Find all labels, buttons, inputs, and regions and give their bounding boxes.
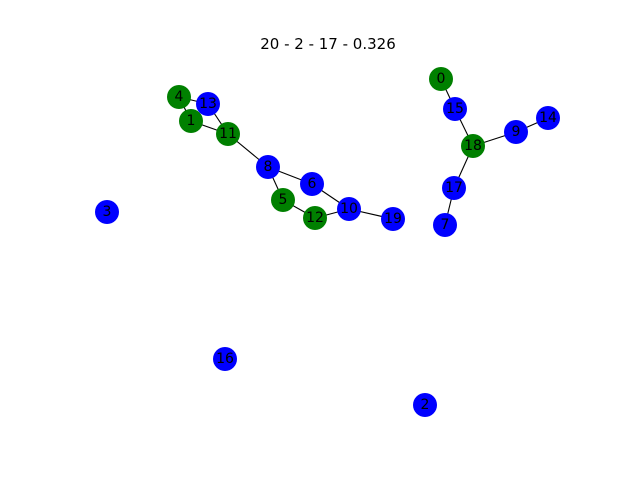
node-label-10: 10 (340, 201, 358, 217)
node-circle-19 (381, 207, 405, 231)
node-circle-0 (429, 67, 453, 91)
node-circle-14 (536, 106, 560, 130)
node-circle-9 (504, 120, 528, 144)
graph-title: 20 - 2 - 17 - 0.326 (260, 35, 396, 53)
node-circle-15 (443, 97, 467, 121)
node-label-0: 0 (437, 71, 446, 87)
node-circle-3 (95, 200, 119, 224)
node-6: 6 (300, 172, 324, 196)
node-circle-4 (167, 85, 191, 109)
node-13: 13 (196, 92, 220, 116)
node-5: 5 (271, 188, 295, 212)
node-circle-5 (271, 188, 295, 212)
node-3: 3 (95, 200, 119, 224)
node-label-9: 9 (512, 124, 521, 140)
node-0: 0 (429, 67, 453, 91)
node-1: 1 (179, 109, 203, 133)
node-11: 11 (216, 122, 240, 146)
node-label-4: 4 (175, 89, 184, 105)
node-label-5: 5 (279, 192, 288, 208)
node-label-16: 16 (216, 351, 234, 367)
node-15: 15 (443, 97, 467, 121)
node-16: 16 (213, 347, 237, 371)
node-label-1: 1 (187, 113, 196, 129)
edges-layer (178, 78, 549, 226)
node-7: 7 (433, 213, 457, 237)
node-circle-8 (256, 155, 280, 179)
node-label-3: 3 (103, 204, 112, 220)
node-label-7: 7 (441, 217, 450, 233)
node-8: 8 (256, 155, 280, 179)
node-2: 2 (413, 393, 437, 417)
node-circle-10 (337, 197, 361, 221)
node-4: 4 (167, 85, 191, 109)
node-label-12: 12 (306, 210, 324, 226)
node-19: 19 (381, 207, 405, 231)
node-label-15: 15 (446, 101, 464, 117)
node-label-17: 17 (445, 180, 463, 196)
node-circle-11 (216, 122, 240, 146)
node-circle-6 (300, 172, 324, 196)
node-circle-1 (179, 109, 203, 133)
node-label-13: 13 (199, 96, 217, 112)
node-circle-16 (213, 347, 237, 371)
node-label-14: 14 (539, 110, 557, 126)
node-label-11: 11 (219, 126, 237, 142)
node-label-19: 19 (384, 211, 402, 227)
node-17: 17 (442, 176, 466, 200)
node-label-18: 18 (464, 138, 482, 154)
node-circle-13 (196, 92, 220, 116)
node-circle-18 (461, 134, 485, 158)
node-circle-17 (442, 176, 466, 200)
node-label-6: 6 (308, 176, 317, 192)
node-10: 10 (337, 197, 361, 221)
node-circle-12 (303, 206, 327, 230)
node-label-2: 2 (421, 397, 430, 413)
node-18: 18 (461, 134, 485, 158)
node-label-8: 8 (264, 159, 273, 175)
node-14: 14 (536, 106, 560, 130)
node-9: 9 (504, 120, 528, 144)
node-12: 12 (303, 206, 327, 230)
node-circle-2 (413, 393, 437, 417)
node-circle-7 (433, 213, 457, 237)
